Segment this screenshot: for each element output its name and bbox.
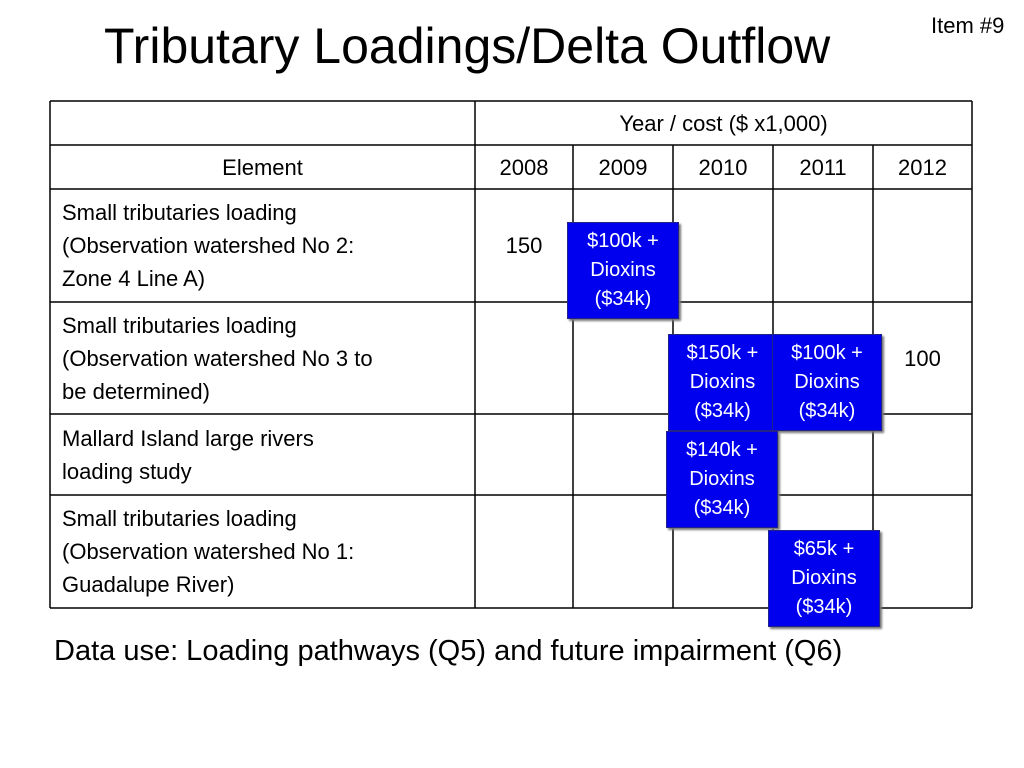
- year-header-2008: 2008: [499, 154, 549, 180]
- data-use-footer: Data use: Loading pathways (Q5) and futu…: [54, 635, 843, 667]
- cost-box-line: ($34k): [693, 497, 751, 519]
- value-cell-row-2-2012: 100: [904, 345, 941, 371]
- cost-box-line: $100k +: [791, 342, 863, 364]
- element-cell-row-4: Small tributaries loading (Observation w…: [50, 495, 475, 608]
- cost-box-line: Dioxins: [689, 371, 756, 393]
- element-line: Guadalupe River): [62, 572, 235, 597]
- cost-box-line: $140k +: [686, 439, 758, 461]
- cost-box-row-2-2011: $100k + Dioxins ($34k): [772, 334, 882, 431]
- cost-box-line: Dioxins: [590, 259, 656, 281]
- element-column-header: Element: [222, 154, 303, 180]
- cost-box-line: ($34k): [798, 400, 856, 422]
- element-cell-row-3: Mallard Island large rivers loading stud…: [50, 414, 475, 495]
- cost-box-row-1-2009: $100k + Dioxins ($34k): [567, 222, 679, 319]
- cost-box-line: $100k +: [587, 230, 659, 252]
- cost-box-line: Dioxins: [689, 468, 755, 490]
- item-number-label: Item #9: [931, 13, 1005, 38]
- element-cell-row-2: Small tributaries loading (Observation w…: [50, 302, 475, 414]
- element-line: (Observation watershed No 3 to: [62, 345, 373, 371]
- cost-box-line: ($34k): [795, 596, 853, 618]
- element-cell-row-1: Small tributaries loading (Observation w…: [50, 189, 475, 302]
- value-cell-row-1-2008: 150: [505, 233, 543, 258]
- element-line: (Observation watershed No 2:: [62, 233, 355, 258]
- slide-title: Tributary Loadings/Delta Outflow: [104, 18, 831, 74]
- year-header-2011: 2011: [799, 154, 847, 180]
- element-line: Small tributaries loading: [62, 506, 297, 531]
- header-corner-cell: [50, 101, 475, 145]
- cost-box-line: Dioxins: [791, 567, 857, 589]
- element-line: loading study: [62, 458, 192, 484]
- cost-box-line: ($34k): [594, 288, 652, 310]
- element-line: (Observation watershed No 1:: [62, 539, 355, 564]
- year-header-2010: 2010: [698, 154, 748, 180]
- year-header-2012: 2012: [898, 154, 947, 180]
- cost-box-row-3-2010: $140k + Dioxins ($34k): [666, 431, 778, 528]
- cost-box-row-4-2011: $65k + Dioxins ($34k): [768, 530, 880, 627]
- element-line: Small tributaries loading: [62, 200, 297, 225]
- element-line: Zone 4 Line A): [62, 266, 206, 291]
- year-header-2009: 2009: [598, 154, 648, 180]
- cost-box-line: Dioxins: [794, 371, 860, 393]
- element-line: Small tributaries loading: [62, 312, 297, 338]
- cost-box-line: $150k +: [686, 342, 759, 364]
- cost-box-line: ($34k): [694, 400, 751, 422]
- element-line: be determined): [62, 378, 210, 404]
- element-line: Mallard Island large rivers: [62, 425, 314, 451]
- year-cost-group-header: Year / cost ($ x1,000): [619, 110, 828, 136]
- cost-box-line: $65k +: [793, 538, 855, 560]
- cost-box-row-2-2010: $150k + Dioxins ($34k): [668, 334, 777, 431]
